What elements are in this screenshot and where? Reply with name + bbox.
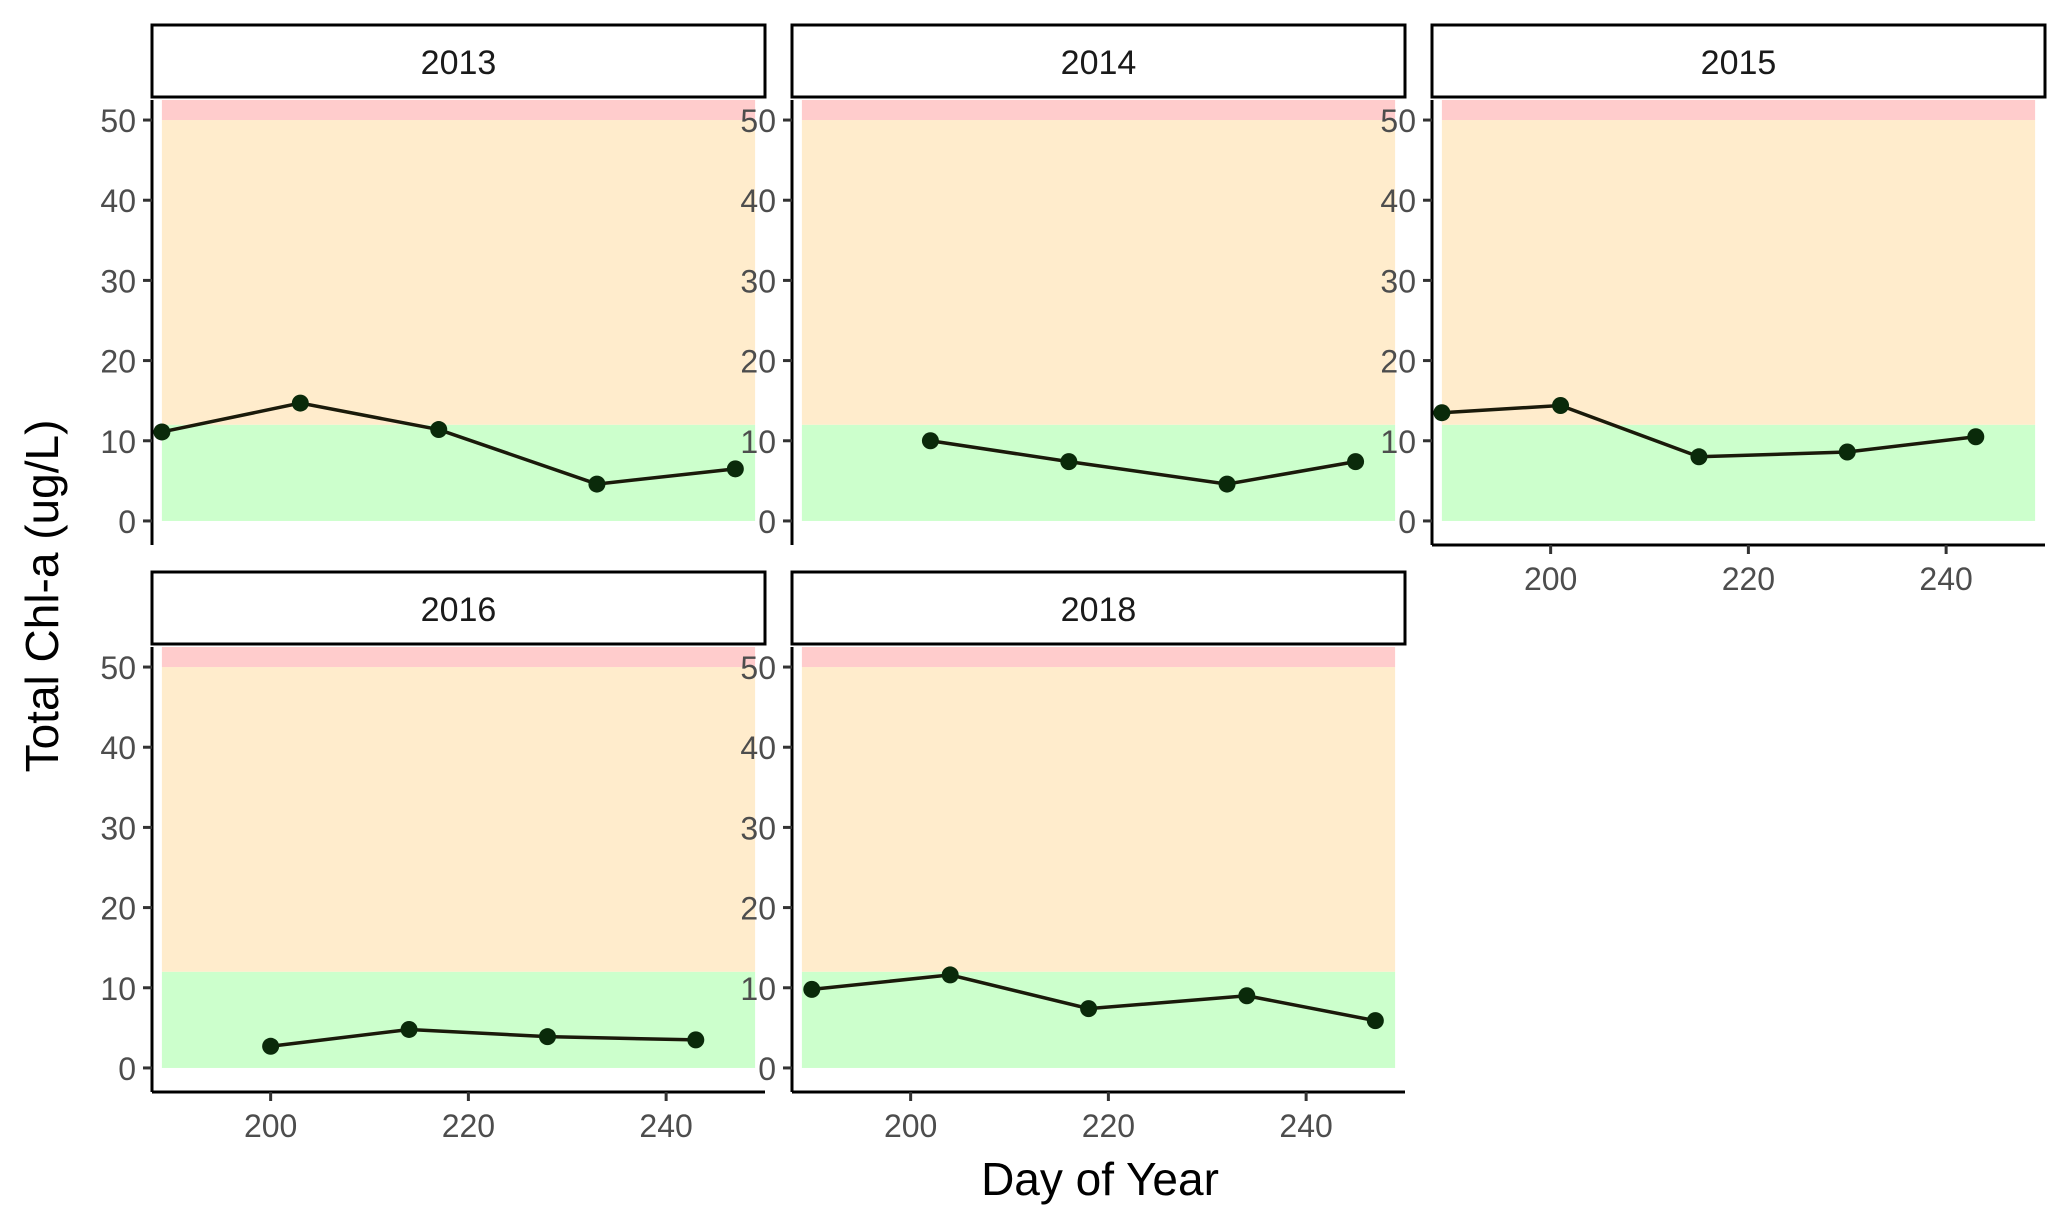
y-axis-title: Total Chl-a (ug/L)	[16, 420, 68, 773]
data-point	[1838, 443, 1856, 461]
x-tick-label: 220	[1722, 561, 1775, 597]
y-tick-label: 50	[740, 103, 776, 139]
data-point	[538, 1028, 556, 1046]
data-point	[153, 423, 171, 441]
y-tick-label: 10	[100, 971, 136, 1007]
x-tick-label: 200	[244, 1108, 297, 1144]
facet-strip-label: 2015	[1701, 44, 1777, 82]
data-point	[726, 460, 744, 478]
threshold-band-2	[161, 667, 756, 972]
facet-strip	[790, 23, 1407, 99]
y-tick-label: 0	[758, 504, 776, 540]
y-tick-label: 50	[100, 103, 136, 139]
y-tick-label: 50	[740, 650, 776, 686]
series-line	[930, 439, 1356, 486]
y-tick-label: 0	[118, 1051, 136, 1087]
x-tick-label: 220	[442, 1108, 495, 1144]
threshold-band-3	[1441, 100, 2036, 121]
threshold-band-2	[801, 120, 1396, 425]
series-line	[270, 1027, 696, 1049]
facet-panels: 2013 0 10 20 30 40 50 2014 0 10 20 30 40 50 2015 0 10 20 3…	[100, 23, 2047, 1144]
data-point	[588, 475, 606, 493]
y-tick-label: 40	[100, 730, 136, 766]
panel-2015: 2015 0 10 20 30 40 50 200 220 240	[1380, 23, 2047, 597]
data-point	[1218, 475, 1236, 493]
x-tick-label: 200	[1524, 561, 1577, 597]
panel-2014: 2014 0 10 20 30 40 50	[740, 23, 1407, 545]
y-tick-label: 20	[740, 344, 776, 380]
y-tick-label: 50	[100, 650, 136, 686]
facet-strip-label: 2014	[1061, 44, 1137, 82]
data-point	[430, 421, 448, 439]
data-point	[291, 394, 309, 412]
y-tick-label: 0	[118, 504, 136, 540]
threshold-band-2	[161, 120, 756, 425]
data-point	[941, 966, 959, 984]
x-axis-title: Day of Year	[981, 1153, 1219, 1205]
data-point	[1060, 453, 1078, 471]
facet-strip-label: 2016	[421, 591, 497, 629]
data-point	[1433, 404, 1451, 422]
panel-2018: 2018 0 10 20 30 40 50 200 220 240	[740, 570, 1407, 1144]
y-tick-label: 30	[100, 263, 136, 299]
threshold-band-3	[161, 647, 756, 668]
threshold-band-2	[1441, 120, 2036, 425]
threshold-band-1	[801, 424, 1396, 521]
threshold-band-3	[801, 647, 1396, 668]
y-tick-label: 10	[740, 971, 776, 1007]
data-point	[1238, 987, 1256, 1005]
x-tick-label: 220	[1082, 1108, 1135, 1144]
data-point	[400, 1020, 418, 1038]
y-tick-label: 50	[1380, 103, 1416, 139]
y-tick-label: 30	[1380, 263, 1416, 299]
threshold-band-1	[801, 971, 1396, 1068]
y-tick-label: 10	[1380, 424, 1416, 460]
panel-2013: 2013 0 10 20 30 40 50	[100, 23, 767, 545]
y-tick-label: 30	[100, 810, 136, 846]
x-tick-label: 240	[639, 1108, 692, 1144]
facet-strip-label: 2018	[1061, 591, 1137, 629]
y-tick-label: 0	[758, 1051, 776, 1087]
data-point	[1690, 448, 1708, 466]
facet-strip-label: 2013	[421, 44, 497, 82]
x-tick-label: 240	[1919, 561, 1972, 597]
y-tick-label: 30	[740, 810, 776, 846]
panel-2016: 2016 0 10 20 30 40 50 200 220 240	[100, 570, 767, 1144]
facet-strip	[150, 570, 767, 646]
facet-strip	[1430, 23, 2047, 99]
y-tick-label: 20	[100, 344, 136, 380]
threshold-band-1	[161, 971, 756, 1068]
data-point	[1967, 428, 1985, 446]
y-tick-label: 0	[1398, 504, 1416, 540]
data-point	[1552, 396, 1570, 414]
threshold-band-1	[161, 424, 756, 521]
x-tick-label: 200	[884, 1108, 937, 1144]
y-tick-label: 30	[740, 263, 776, 299]
facet-strip	[790, 570, 1407, 646]
y-tick-label: 40	[740, 183, 776, 219]
threshold-band-3	[161, 100, 756, 121]
data-point	[803, 980, 821, 998]
threshold-band-2	[801, 667, 1396, 972]
threshold-band-3	[801, 100, 1396, 121]
data-point	[1080, 1000, 1098, 1018]
data-point	[687, 1031, 705, 1049]
y-tick-label: 40	[1380, 183, 1416, 219]
data-point	[262, 1037, 280, 1055]
data-point	[1347, 453, 1365, 471]
y-tick-label: 20	[740, 891, 776, 927]
data-point	[921, 432, 939, 450]
y-tick-label: 40	[740, 730, 776, 766]
y-tick-label: 40	[100, 183, 136, 219]
y-tick-label: 10	[100, 424, 136, 460]
y-tick-label: 20	[100, 891, 136, 927]
facet-strip	[150, 23, 767, 99]
y-tick-label: 10	[740, 424, 776, 460]
y-tick-label: 20	[1380, 344, 1416, 380]
data-point	[1366, 1012, 1384, 1030]
x-tick-label: 240	[1279, 1108, 1332, 1144]
